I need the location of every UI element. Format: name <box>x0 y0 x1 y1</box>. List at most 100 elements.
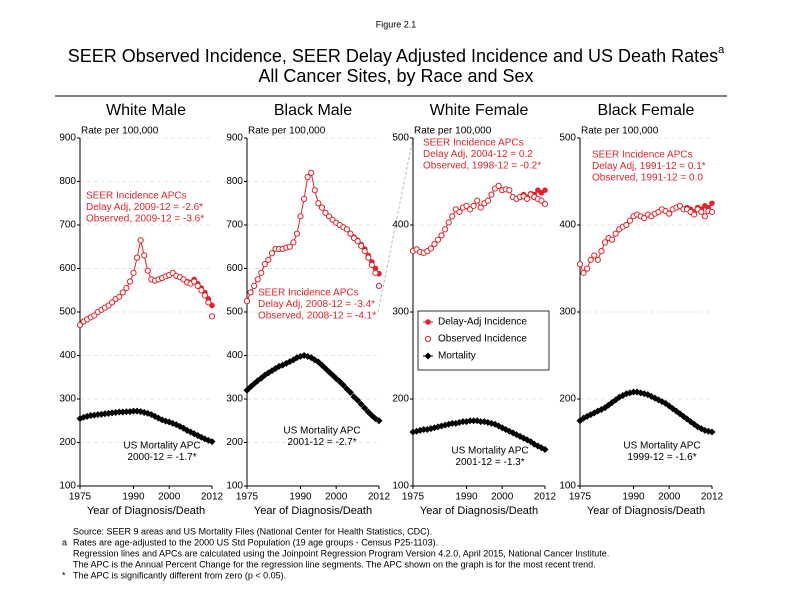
data-point <box>584 265 591 272</box>
y-axis-label: Rate per 100,000 <box>81 126 159 137</box>
data-point <box>357 400 365 408</box>
footnote: Regression lines and APCs are calculated… <box>73 548 609 558</box>
annotation: 2001-12 = -2.7* <box>287 437 356 448</box>
y-tick-label: 100 <box>559 481 576 492</box>
panel-title: Black Male <box>274 102 352 119</box>
data-point <box>434 236 442 243</box>
data-point <box>676 202 683 209</box>
data-point <box>456 208 463 216</box>
data-point <box>268 250 276 257</box>
x-tick-label: 2000 <box>158 492 181 503</box>
data-point <box>368 261 375 269</box>
y-tick-label: 300 <box>392 307 409 318</box>
data-point <box>322 209 329 216</box>
data-point <box>466 417 474 425</box>
data-point <box>130 269 137 276</box>
data-point <box>318 204 326 211</box>
footnote: The APC is significantly different from … <box>73 570 286 580</box>
data-point <box>304 174 311 181</box>
x-tick-label: 1975 <box>69 492 92 503</box>
y-tick-label: 500 <box>392 133 409 144</box>
annotation: Observed, 2009-12 = -3.6* <box>86 214 204 225</box>
y-tick-label: 800 <box>226 176 243 187</box>
data-point <box>354 396 362 404</box>
data-point <box>364 408 372 416</box>
footnote: The APC is the Annual Percent Change for… <box>73 559 596 569</box>
y-axis-label: Rate per 100,000 <box>581 126 659 137</box>
x-tick-label: 2000 <box>325 492 348 503</box>
data-point <box>459 418 467 426</box>
x-tick-label: 2000 <box>491 492 514 503</box>
x-tick-label: 1990 <box>455 492 478 503</box>
data-point <box>308 169 315 176</box>
data-point <box>448 419 456 427</box>
x-axis-label: Year of Diagnosis/Death <box>87 505 205 517</box>
data-point <box>587 256 594 263</box>
y-tick-label: 700 <box>226 220 243 231</box>
y-tick-label: 600 <box>59 263 76 274</box>
data-point <box>339 381 347 389</box>
y-axis-label: Rate per 100,000 <box>414 126 492 137</box>
annotation: US Mortality APC <box>623 441 700 452</box>
data-point <box>375 282 383 289</box>
y-tick-label: 500 <box>59 307 76 318</box>
data-point <box>691 211 698 218</box>
data-point <box>466 206 474 213</box>
annotation: US Mortality APC <box>123 441 200 452</box>
y-tick-label: 200 <box>392 394 409 405</box>
data-point <box>488 191 495 198</box>
data-point <box>300 195 308 202</box>
y-tick-label: 400 <box>59 350 76 361</box>
data-point <box>254 276 261 283</box>
x-tick-label: 1990 <box>289 492 312 503</box>
panel-title: Black Female <box>598 102 695 119</box>
annotation: SEER Incidence APCs <box>423 138 524 149</box>
footnote: Rates are age-adjusted to the 2000 US St… <box>73 537 438 547</box>
data-point <box>258 269 265 276</box>
data-point <box>346 388 354 396</box>
annotation: Delay Adj, 2004-12 = 0.2 <box>423 149 533 160</box>
data-point <box>431 241 438 248</box>
x-axis-label: Year of Diagnosis/Death <box>587 505 705 517</box>
title-superscript: a <box>718 44 725 56</box>
y-tick-label: 500 <box>559 133 576 144</box>
figure-label: Figure 2.1 <box>376 19 417 29</box>
data-point <box>612 230 619 237</box>
data-point <box>594 256 601 263</box>
data-point <box>297 213 304 220</box>
x-tick-label: 2012 <box>368 492 391 503</box>
data-point <box>336 378 344 386</box>
data-point <box>470 202 477 209</box>
legend-marker <box>424 352 432 360</box>
data-point <box>191 278 198 285</box>
data-point <box>247 289 254 296</box>
data-point <box>198 287 205 294</box>
data-point <box>477 204 484 211</box>
data-point <box>420 425 428 433</box>
data-point <box>609 236 616 243</box>
annotation: Observed, 2008-12 = -4.1* <box>258 311 376 322</box>
data-point <box>623 221 630 229</box>
data-point <box>137 237 144 244</box>
data-point <box>372 269 379 276</box>
y-tick-label: 500 <box>226 307 243 318</box>
data-point <box>347 230 354 237</box>
x-tick-label: 2012 <box>201 492 224 503</box>
y-tick-label: 700 <box>59 220 76 231</box>
data-point <box>123 284 130 292</box>
annotation: Delay Adj, 2009-12 = -2.6* <box>86 202 203 213</box>
y-tick-label: 300 <box>226 394 243 405</box>
footnote-mark: a <box>62 537 67 547</box>
y-tick-label: 200 <box>559 394 576 405</box>
data-point <box>350 393 358 401</box>
y-tick-label: 600 <box>226 263 243 274</box>
panel-title: White Female <box>430 102 529 119</box>
data-point <box>630 388 638 396</box>
annotation: SEER Incidence APCs <box>258 288 359 299</box>
data-point <box>626 217 634 224</box>
legend-label: Delay-Adj Incidence <box>438 317 527 328</box>
data-point <box>375 417 383 425</box>
data-point <box>290 239 297 246</box>
y-tick-label: 900 <box>226 133 243 144</box>
data-point <box>243 298 251 305</box>
